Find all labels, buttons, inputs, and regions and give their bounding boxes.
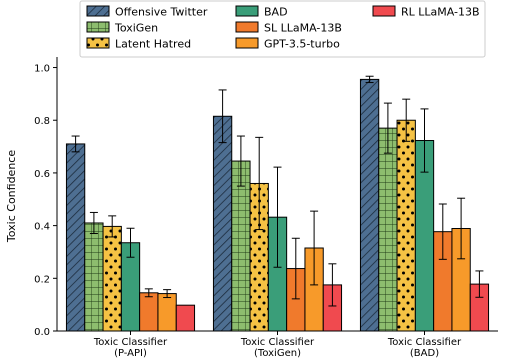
bar [102,225,122,332]
legend-swatch-pattern [87,38,109,48]
bar [65,143,86,332]
error-bar [291,237,300,300]
error-bar [310,210,319,286]
y-tick-label: 0.0 [34,327,50,338]
error-bar [475,270,484,298]
x-tick-label: Toxic Classifier [93,337,168,348]
legend-item: Latent Hatred [86,37,191,51]
bar [175,304,196,332]
error-bar [420,108,429,173]
legend-label: GPT-3.5-turbo [264,38,340,51]
legend-item: ToxiGen [86,21,158,35]
x-tick-label: (ToxiGen) [254,348,301,359]
bar [231,160,251,332]
legend-label: RL LLaMA-13B [401,6,480,19]
bar-pattern [250,183,269,331]
error-bar [273,166,282,268]
legend-label: Offensive Twitter [115,6,208,19]
bar-pattern [103,226,122,331]
bar-fill [433,231,452,331]
bar [396,119,416,332]
legend: Offensive Twitter ToxiGen Latent Hatred BAD… [79,0,486,58]
bar-fill [470,284,489,331]
bar-pattern [84,222,104,331]
error-bar [438,203,447,260]
bars [65,78,490,332]
bar-pattern [378,128,398,331]
error-bar [108,215,117,238]
bar-outline [175,304,196,332]
error-bar [383,102,392,154]
legend-item: BAD [235,5,288,19]
legend-swatch-outline [235,21,259,33]
bar-fill [121,242,140,331]
bar [378,127,398,332]
bar-fill [157,293,177,331]
error-bar [236,135,245,187]
bar-pattern [360,79,379,332]
legend-swatch [236,22,258,32]
legend-item: Offensive Twitter [86,5,208,19]
legend-swatch-pattern [87,22,109,32]
legend-item: SL LLaMA-13B [235,21,342,35]
legend-swatch-outline [235,37,259,49]
error-bar [71,135,80,153]
error-bar [218,89,227,144]
bar-fill [176,305,195,331]
error-bar [365,75,374,84]
bar [139,292,159,332]
legend-swatch-outline [86,5,110,17]
error-bar [89,211,98,235]
bar-fill [268,217,287,331]
error-bar [144,288,153,298]
y-tick-label: 0.8 [34,116,50,127]
y-axis-label: Toxic Confidence [5,150,18,243]
error-bar [402,98,411,142]
legend-swatch [236,38,258,48]
x-tick-label: (BAD) [410,348,439,359]
legend-swatch-outline [86,37,110,49]
error-bar [255,136,264,231]
bar-fill [139,292,158,331]
bar-pattern [213,116,232,332]
y-tick-label: 0.2 [34,274,50,285]
bar-fill [323,284,342,331]
x-tick-label: (P-API) [114,348,147,359]
legend-item: RL LLaMA-13B [372,5,480,19]
error-bar [457,197,466,260]
legend-swatch-pattern [87,6,109,16]
x-tick-label: Toxic Classifier [240,337,315,348]
legend-swatch-outline [235,5,259,17]
bar-fill [451,228,471,331]
bar [157,293,177,332]
error-bar [126,227,135,258]
error-bar [163,289,172,299]
bar-pattern [397,120,416,331]
bar-pattern [66,143,85,331]
legend-item: GPT-3.5-turbo [235,37,340,51]
bar-fill [304,248,324,331]
bar [212,115,233,332]
y-tick-label: 0.6 [34,169,50,180]
error-bar [328,263,337,307]
bar [359,78,380,332]
legend-label: SL LLaMA-13B [264,22,342,35]
x-axis-labels: Toxic Classifier(P-API)Toxic Classifier(… [93,331,462,359]
legend-label: BAD [264,6,288,19]
legend-swatch [373,6,395,16]
bar [84,222,104,332]
bar-fill [286,268,305,331]
bar-fill [415,140,434,331]
legend-label: ToxiGen [114,22,158,35]
y-tick-label: 1.0 [34,64,50,75]
legend-label: Latent Hatred [115,38,191,51]
legend-swatch-outline [86,21,110,33]
legend-swatch-outline [372,5,396,17]
x-tick-label: Toxic Classifier [387,337,462,348]
y-tick-label: 0.4 [34,222,50,233]
bar-pattern [231,161,251,331]
error-bars [71,75,484,307]
legend-swatch [236,6,258,16]
